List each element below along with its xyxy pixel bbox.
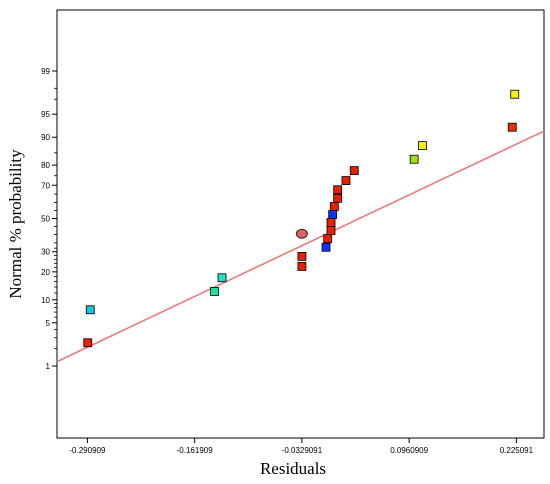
data-point — [507, 122, 517, 132]
data-point — [409, 154, 419, 164]
y-tick-label: 70 — [41, 181, 50, 190]
x-tick-label: -0.161909 — [177, 446, 214, 455]
x-tick-label: -0.290909 — [69, 446, 106, 455]
data-points — [83, 89, 520, 348]
data-point — [510, 89, 520, 99]
data-point — [328, 210, 338, 219]
data-point — [326, 226, 336, 235]
data-point — [210, 287, 219, 296]
x-axis: -0.290909 -0.161909 -0.0329091 0.0960909 0.2… — [69, 438, 534, 455]
data-point — [349, 166, 359, 176]
fit-line — [56, 130, 545, 363]
data-point — [418, 141, 427, 150]
y-axis: 1 5 10 20 30 50 70 80 90 95 99 — [41, 67, 57, 371]
data-point — [329, 202, 339, 211]
y-tick-label: 5 — [46, 319, 51, 328]
data-point — [85, 305, 95, 315]
x-tick-label: 0.225091 — [500, 446, 534, 455]
data-point — [341, 176, 351, 185]
data-point — [297, 252, 307, 261]
x-tick-label: 0.0960909 — [390, 446, 428, 455]
plot-frame — [56, 9, 545, 439]
data-point — [333, 185, 343, 195]
y-tick-label: 1 — [46, 362, 51, 371]
x-axis-title: Residuals — [260, 459, 326, 478]
data-point — [217, 273, 227, 283]
data-point — [333, 193, 343, 203]
data-point — [296, 228, 308, 239]
data-point — [297, 261, 307, 271]
y-tick-label: 10 — [41, 296, 50, 305]
data-point — [321, 242, 331, 252]
y-tick-label: 99 — [41, 67, 50, 76]
data-point — [323, 234, 333, 244]
data-point — [83, 338, 93, 348]
y-tick-label: 20 — [41, 268, 50, 277]
x-tick-label: -0.0329091 — [282, 446, 323, 455]
y-tick-label: 80 — [41, 161, 50, 170]
y-tick-label: 50 — [41, 215, 50, 224]
data-point — [326, 218, 336, 227]
y-axis-title: Normal % probability — [6, 149, 25, 299]
y-tick-label: 90 — [41, 133, 50, 142]
y-tick-label: 95 — [41, 110, 50, 119]
y-tick-label: 30 — [41, 248, 50, 257]
